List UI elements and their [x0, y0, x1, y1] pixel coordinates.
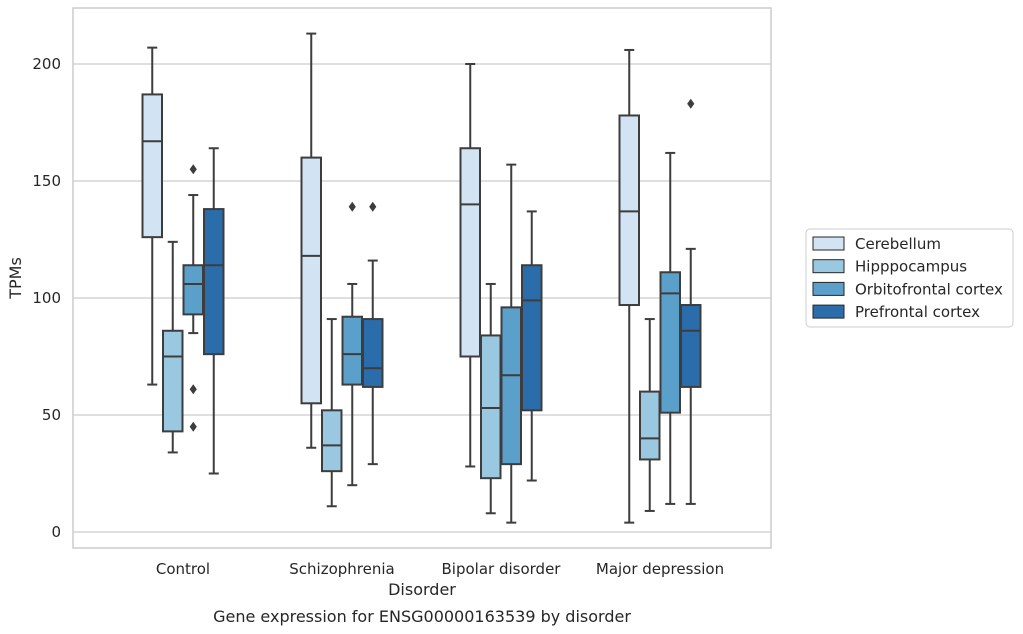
outlier-point: [348, 201, 356, 212]
box: [680, 304, 702, 388]
box: [182, 264, 204, 316]
legend-label: Cerebellum: [855, 235, 941, 253]
legend-swatch: [812, 259, 845, 274]
legend-label: Orbitofrontal cortex: [855, 280, 1003, 298]
y-tick-label: 0: [51, 523, 61, 541]
legend-swatch: [812, 304, 845, 319]
outlier-point: [189, 421, 197, 432]
box-plot: [341, 201, 363, 487]
outlier-point: [687, 98, 695, 109]
box: [639, 390, 661, 461]
box: [203, 208, 225, 356]
box: [162, 329, 184, 433]
box: [141, 93, 163, 239]
plot-frame: [72, 7, 772, 549]
x-tick-label: Schizophrenia: [289, 560, 394, 578]
legend-label: Hipppocampus: [855, 258, 967, 276]
y-tick-label: 50: [42, 406, 61, 424]
box-plot: [362, 201, 384, 466]
legend-frame: [805, 228, 1014, 328]
box-plot: [521, 210, 543, 482]
x-tick-label: Bipolar disorder: [442, 560, 562, 578]
box-plot: [500, 163, 522, 524]
box-plot: [321, 318, 343, 508]
box: [300, 156, 322, 405]
box-plot: [162, 240, 184, 454]
box-plot: [480, 282, 502, 515]
box: [521, 264, 543, 412]
box-plot: [300, 32, 322, 449]
box-plot: [680, 98, 702, 505]
outlier-point: [189, 384, 197, 395]
y-tick-label: 100: [32, 289, 61, 307]
box: [321, 409, 343, 473]
x-tick-label: Control: [156, 560, 210, 578]
legend-swatch: [812, 281, 845, 296]
y-axis-label: TPMs: [6, 257, 25, 300]
y-tick-label: 200: [32, 55, 61, 73]
x-tick-label: Major depression: [596, 560, 724, 578]
box: [500, 306, 522, 466]
legend-swatch: [812, 236, 845, 251]
box: [480, 334, 502, 480]
box-plot: [203, 147, 225, 475]
box: [618, 114, 640, 307]
box: [362, 318, 384, 388]
y-tick-label: 150: [32, 172, 61, 190]
legend: Cerebellum Hipppocampus Orbitofrontal cort…: [805, 228, 1014, 328]
box: [459, 147, 481, 358]
outlier-point: [189, 164, 197, 175]
y-axis-ticks: 0 50 100 150 200: [32, 55, 61, 541]
chart-title: Gene expression for ENSG00000163539 by d…: [213, 607, 631, 626]
box-plot: [141, 46, 163, 386]
box-plot: [182, 164, 204, 432]
x-axis-ticks: Control Schizophrenia Bipolar disorder Majo…: [156, 560, 724, 578]
legend-label: Prefrontal cortex: [855, 303, 980, 321]
outlier-point: [369, 201, 377, 212]
box: [341, 315, 363, 386]
box-plot: [459, 63, 481, 468]
box-plots: [141, 32, 702, 524]
box-plot: [639, 318, 661, 512]
box-plot: [618, 48, 640, 524]
x-axis-label: Disorder: [388, 580, 456, 599]
